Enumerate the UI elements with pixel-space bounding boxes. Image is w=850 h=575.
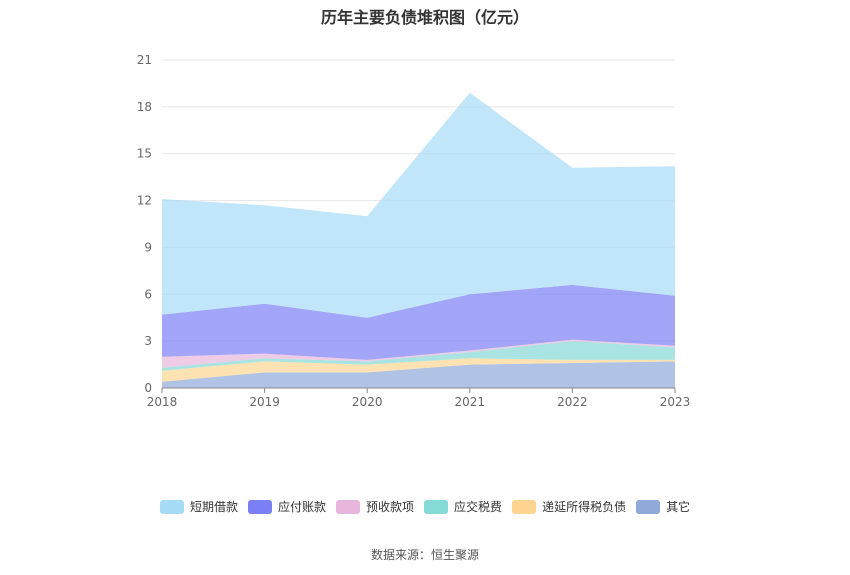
area-series-5 <box>162 92 675 318</box>
x-tick-label-2023: 2023 <box>660 395 691 409</box>
legend-swatch <box>424 499 449 514</box>
legend-swatch <box>636 499 661 514</box>
y-tick-label-18: 18 <box>137 100 152 114</box>
legend-label: 预收款项 <box>366 500 415 514</box>
y-tick-label-6: 6 <box>144 287 152 301</box>
area-series-4 <box>162 284 675 360</box>
y-tick-label-15: 15 <box>137 147 152 161</box>
legend-item[interactable]: 其它 <box>636 498 690 515</box>
area-series-2 <box>162 341 675 371</box>
legend-label: 短期借款 <box>190 500 239 514</box>
x-tick-label-2020: 2020 <box>352 395 383 409</box>
area-series-0 <box>162 361 675 388</box>
chart-legend: 短期借款 应付账款 预收款项 应交税费 递延所得税负债 其它 <box>160 498 700 515</box>
legend-swatch <box>336 499 361 514</box>
legend-item[interactable]: 递延所得税负债 <box>512 498 626 515</box>
legend-swatch <box>248 499 273 514</box>
x-tick-label-2021: 2021 <box>455 395 486 409</box>
y-tick-label-12: 12 <box>137 194 152 208</box>
legend-item[interactable]: 应付账款 <box>248 498 326 515</box>
legend-item[interactable]: 应交税费 <box>424 498 502 515</box>
legend-label: 递延所得税负债 <box>542 500 627 514</box>
y-tick-label-3: 3 <box>144 334 152 348</box>
y-tick-label-0: 0 <box>144 381 152 395</box>
area-series-1 <box>162 358 675 382</box>
legend-swatch <box>512 499 537 514</box>
x-tick-label-2018: 2018 <box>147 395 178 409</box>
legend-swatch <box>160 499 184 514</box>
legend-label: 应付账款 <box>278 500 327 514</box>
chart-title: 历年主要负债堆积图（亿元） <box>320 8 529 27</box>
x-tick-label-2022: 2022 <box>557 395 588 409</box>
y-tick-label-9: 9 <box>144 240 152 254</box>
stacked-area-chart: 0 3 6 9 12 15 18 21 2018 2019 2020 2021 2022 2023 <box>137 53 691 409</box>
legend-label: 其它 <box>666 500 691 514</box>
data-source: 数据来源：恒生聚源 <box>370 548 479 562</box>
legend-item[interactable]: 预收款项 <box>336 498 414 515</box>
area-series-3 <box>162 339 675 368</box>
y-tick-label-21: 21 <box>137 53 152 67</box>
x-tick-label-2019: 2019 <box>249 395 280 409</box>
legend-item[interactable]: 短期借款 <box>160 498 238 515</box>
legend-label: 应交税费 <box>454 500 503 514</box>
